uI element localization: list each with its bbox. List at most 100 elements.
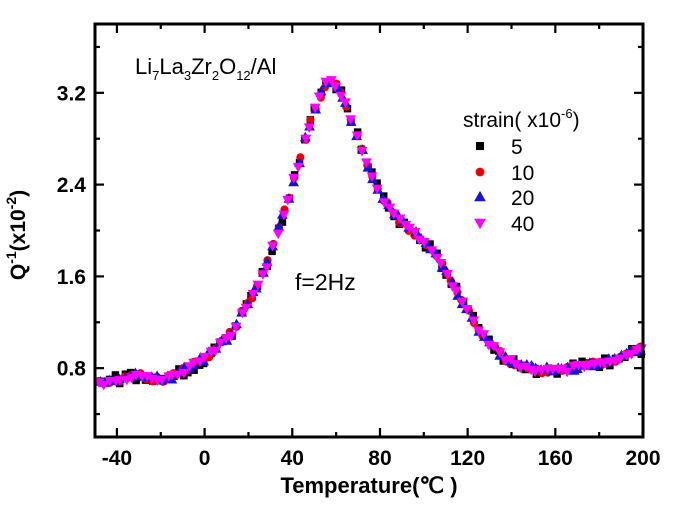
data-point (556, 364, 568, 375)
data-point (306, 115, 315, 125)
x-axis-title: Temperature(℃ ) (280, 473, 457, 498)
data-point (303, 123, 315, 134)
data-point (536, 366, 547, 376)
legend-label: 5 (511, 136, 523, 159)
legend-label: 10 (511, 162, 534, 185)
data-point (252, 280, 264, 291)
series-strain-40 (93, 76, 647, 391)
data-point (366, 172, 378, 182)
sample-formula-label: Li7La3Zr2O12/Al (135, 54, 276, 83)
data-point (413, 235, 425, 246)
data-point (214, 338, 226, 349)
data-point (190, 366, 198, 374)
data-point (488, 342, 500, 352)
data-point (296, 153, 305, 162)
data-point (404, 223, 415, 234)
data-point (240, 303, 252, 314)
legend-marker-triangle-up (474, 190, 486, 202)
y-tick-label: 1.6 (57, 266, 86, 289)
data-point (351, 131, 363, 141)
data-point (329, 82, 341, 93)
data-point (394, 214, 406, 225)
data-point (362, 162, 374, 172)
legend-marker-circle (475, 167, 485, 177)
data-point (326, 76, 337, 86)
data-point (178, 368, 190, 379)
legend-marker-square (475, 141, 485, 151)
data-point (456, 297, 468, 308)
data-point (418, 237, 430, 248)
data-point (345, 115, 357, 125)
data-point (371, 184, 383, 195)
data-point (278, 218, 287, 226)
data-point (388, 209, 400, 220)
x-tick-label: 0 (199, 447, 211, 470)
data-point (426, 246, 438, 256)
data-point (278, 210, 290, 221)
y-tick-label: 3.2 (57, 82, 86, 105)
data-point (384, 203, 396, 214)
data-point (111, 371, 120, 379)
series-strain-10 (94, 76, 645, 388)
data-point (626, 350, 637, 360)
data-point (468, 316, 480, 327)
data-point (529, 367, 541, 378)
series-strain-20 (95, 76, 646, 387)
data-point (292, 162, 304, 173)
data-point (194, 357, 206, 368)
data-point (300, 134, 312, 145)
y-tick-label: 2.4 (57, 174, 87, 197)
data-point (261, 263, 273, 273)
data-point (426, 240, 434, 248)
data-point (98, 380, 110, 391)
data-point (520, 362, 532, 373)
x-tick-label: 40 (281, 447, 304, 470)
data-point (614, 354, 626, 365)
data-point (356, 147, 368, 157)
data-point (230, 322, 242, 333)
data-point (368, 168, 376, 176)
legend-label: 40 (511, 213, 534, 236)
data-point (282, 195, 294, 206)
series-strain-5 (94, 78, 645, 388)
legend-label: 20 (511, 187, 534, 210)
data-point (273, 221, 285, 231)
data-point (288, 173, 300, 184)
data-point (141, 372, 153, 382)
data-point (272, 229, 284, 240)
data-point (452, 290, 464, 300)
data-point (378, 198, 390, 208)
data-point (431, 254, 443, 264)
data-point (156, 375, 168, 386)
legend-marker-triangle-down (474, 218, 486, 230)
data-point (450, 286, 462, 296)
x-tick-label: 80 (368, 447, 391, 470)
data-point (188, 358, 200, 369)
data-point (172, 370, 184, 381)
data-point (478, 330, 490, 340)
x-tick-label: -40 (102, 447, 132, 470)
data-point (473, 326, 485, 337)
data-point (340, 98, 351, 108)
data-point (225, 331, 237, 342)
data-point (247, 289, 259, 300)
legend-title: strain( x10-6) (463, 106, 580, 132)
data-point (335, 91, 347, 102)
data-point (313, 92, 325, 103)
data-point (561, 367, 573, 378)
x-tick-label: 200 (625, 447, 660, 470)
data-point (257, 270, 269, 280)
data-point (268, 247, 276, 256)
data-point (588, 360, 600, 370)
data-point (461, 304, 473, 315)
frequency-label: f=2Hz (295, 269, 356, 295)
data-point (309, 103, 321, 114)
data-point (361, 158, 372, 169)
data-point (114, 376, 126, 386)
data-point (267, 241, 279, 252)
data-point (409, 227, 421, 238)
x-tick-label: 160 (538, 447, 573, 470)
